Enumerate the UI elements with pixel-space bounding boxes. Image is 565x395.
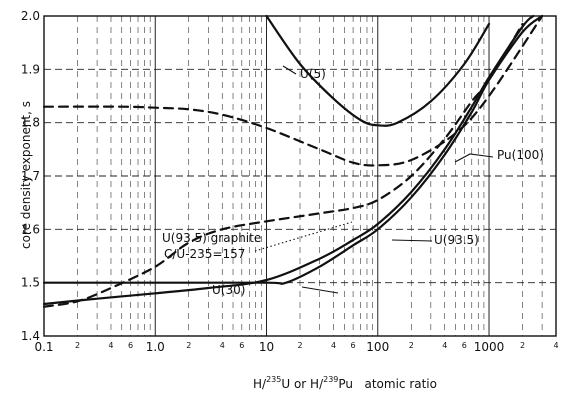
x-label-part-2: U or H/ (281, 377, 324, 391)
x-tick-label-2: 10 (259, 340, 274, 354)
series-annotations: U(5) U(93.5) graphite C/U-235=157 Pu(100) U(… (162, 67, 544, 297)
x-tick-label-4: 1000 (474, 340, 505, 354)
x-axis-label: H/235U or H/239Pu atomic ratio (253, 375, 437, 391)
series-line-0 (265, 14, 491, 127)
annotation-pu100-leader (454, 153, 494, 163)
annotation-pu100: Pu(100) (497, 148, 544, 162)
annotation-c-u-ratio-leader (254, 221, 353, 252)
x-minor-tick-label-13: 4 (553, 341, 558, 350)
annotation-u935-graphite: U(93.5) graphite (162, 231, 261, 245)
x-minor-tick-label-0: 2 (75, 341, 80, 350)
y-tick-labels: 1.4 1.5 1.6 1.7 1.8 1.9 2.0 (21, 9, 40, 343)
y-tick-label-5: 1.9 (21, 62, 40, 76)
x-tick-label-1: 1.0 (146, 340, 165, 354)
x-minor-tick-labels: 2 4 6 2 4 6 2 4 6 2 4 6 2 4 (75, 341, 559, 350)
plot-frame (43, 15, 557, 337)
series-group (42, 14, 544, 308)
x-minor-tick-label-11: 6 (462, 341, 467, 350)
x-minor-tick-label-1: 4 (108, 341, 113, 350)
annotation-u935: U(93.5) (434, 233, 479, 247)
x-label-part-3: Pu atomic ratio (338, 377, 437, 391)
x-minor-tick-label-10: 4 (442, 341, 447, 350)
series-line-4 (42, 14, 544, 285)
x-tick-label-3: 100 (366, 340, 389, 354)
y-tick-label-1: 1.5 (21, 276, 40, 290)
series-line-1 (42, 14, 544, 167)
annotation-u935-leader (391, 239, 433, 242)
x-minor-tick-label-3: 2 (186, 341, 191, 350)
x-label-part-1: H/ (253, 377, 267, 391)
x-minor-tick-label-2: 6 (128, 341, 133, 350)
y-tick-label-6: 2.0 (21, 9, 40, 23)
x-tick-labels: 0.1 1.0 10 100 1000 (34, 340, 504, 354)
x-minor-tick-label-7: 4 (331, 341, 336, 350)
annotation-u30: U(30) (212, 283, 245, 297)
x-tick-label-0: 0.1 (34, 340, 53, 354)
y-tick-label-4: 1.8 (21, 116, 40, 130)
series-line-2 (42, 14, 535, 306)
x-minor-tick-label-12: 2 (520, 341, 525, 350)
x-minor-tick-label-6: 2 (297, 341, 302, 350)
annotation-c-u-ratio: C/U-235=157 (164, 247, 245, 261)
y-tick-label-2: 1.6 (21, 222, 40, 236)
annotation-u5-leader (282, 65, 297, 75)
x-minor-tick-label-4: 4 (220, 341, 225, 350)
annotation-leaders (254, 65, 494, 294)
annotation-u30-leader (301, 286, 339, 294)
annotation-u5: U(5) (300, 67, 326, 81)
y-axis-label: core density exponent, s (19, 101, 33, 249)
x-minor-tick-label-5: 6 (239, 341, 244, 350)
y-tick-label-0: 1.4 (21, 329, 40, 343)
y-tick-label-3: 1.7 (21, 169, 40, 183)
x-label-sup-2: 239 (323, 375, 338, 384)
x-label-sup-1: 235 (266, 375, 281, 384)
x-minor-tick-label-9: 2 (409, 341, 414, 350)
x-minor-tick-label-8: 6 (351, 341, 356, 350)
